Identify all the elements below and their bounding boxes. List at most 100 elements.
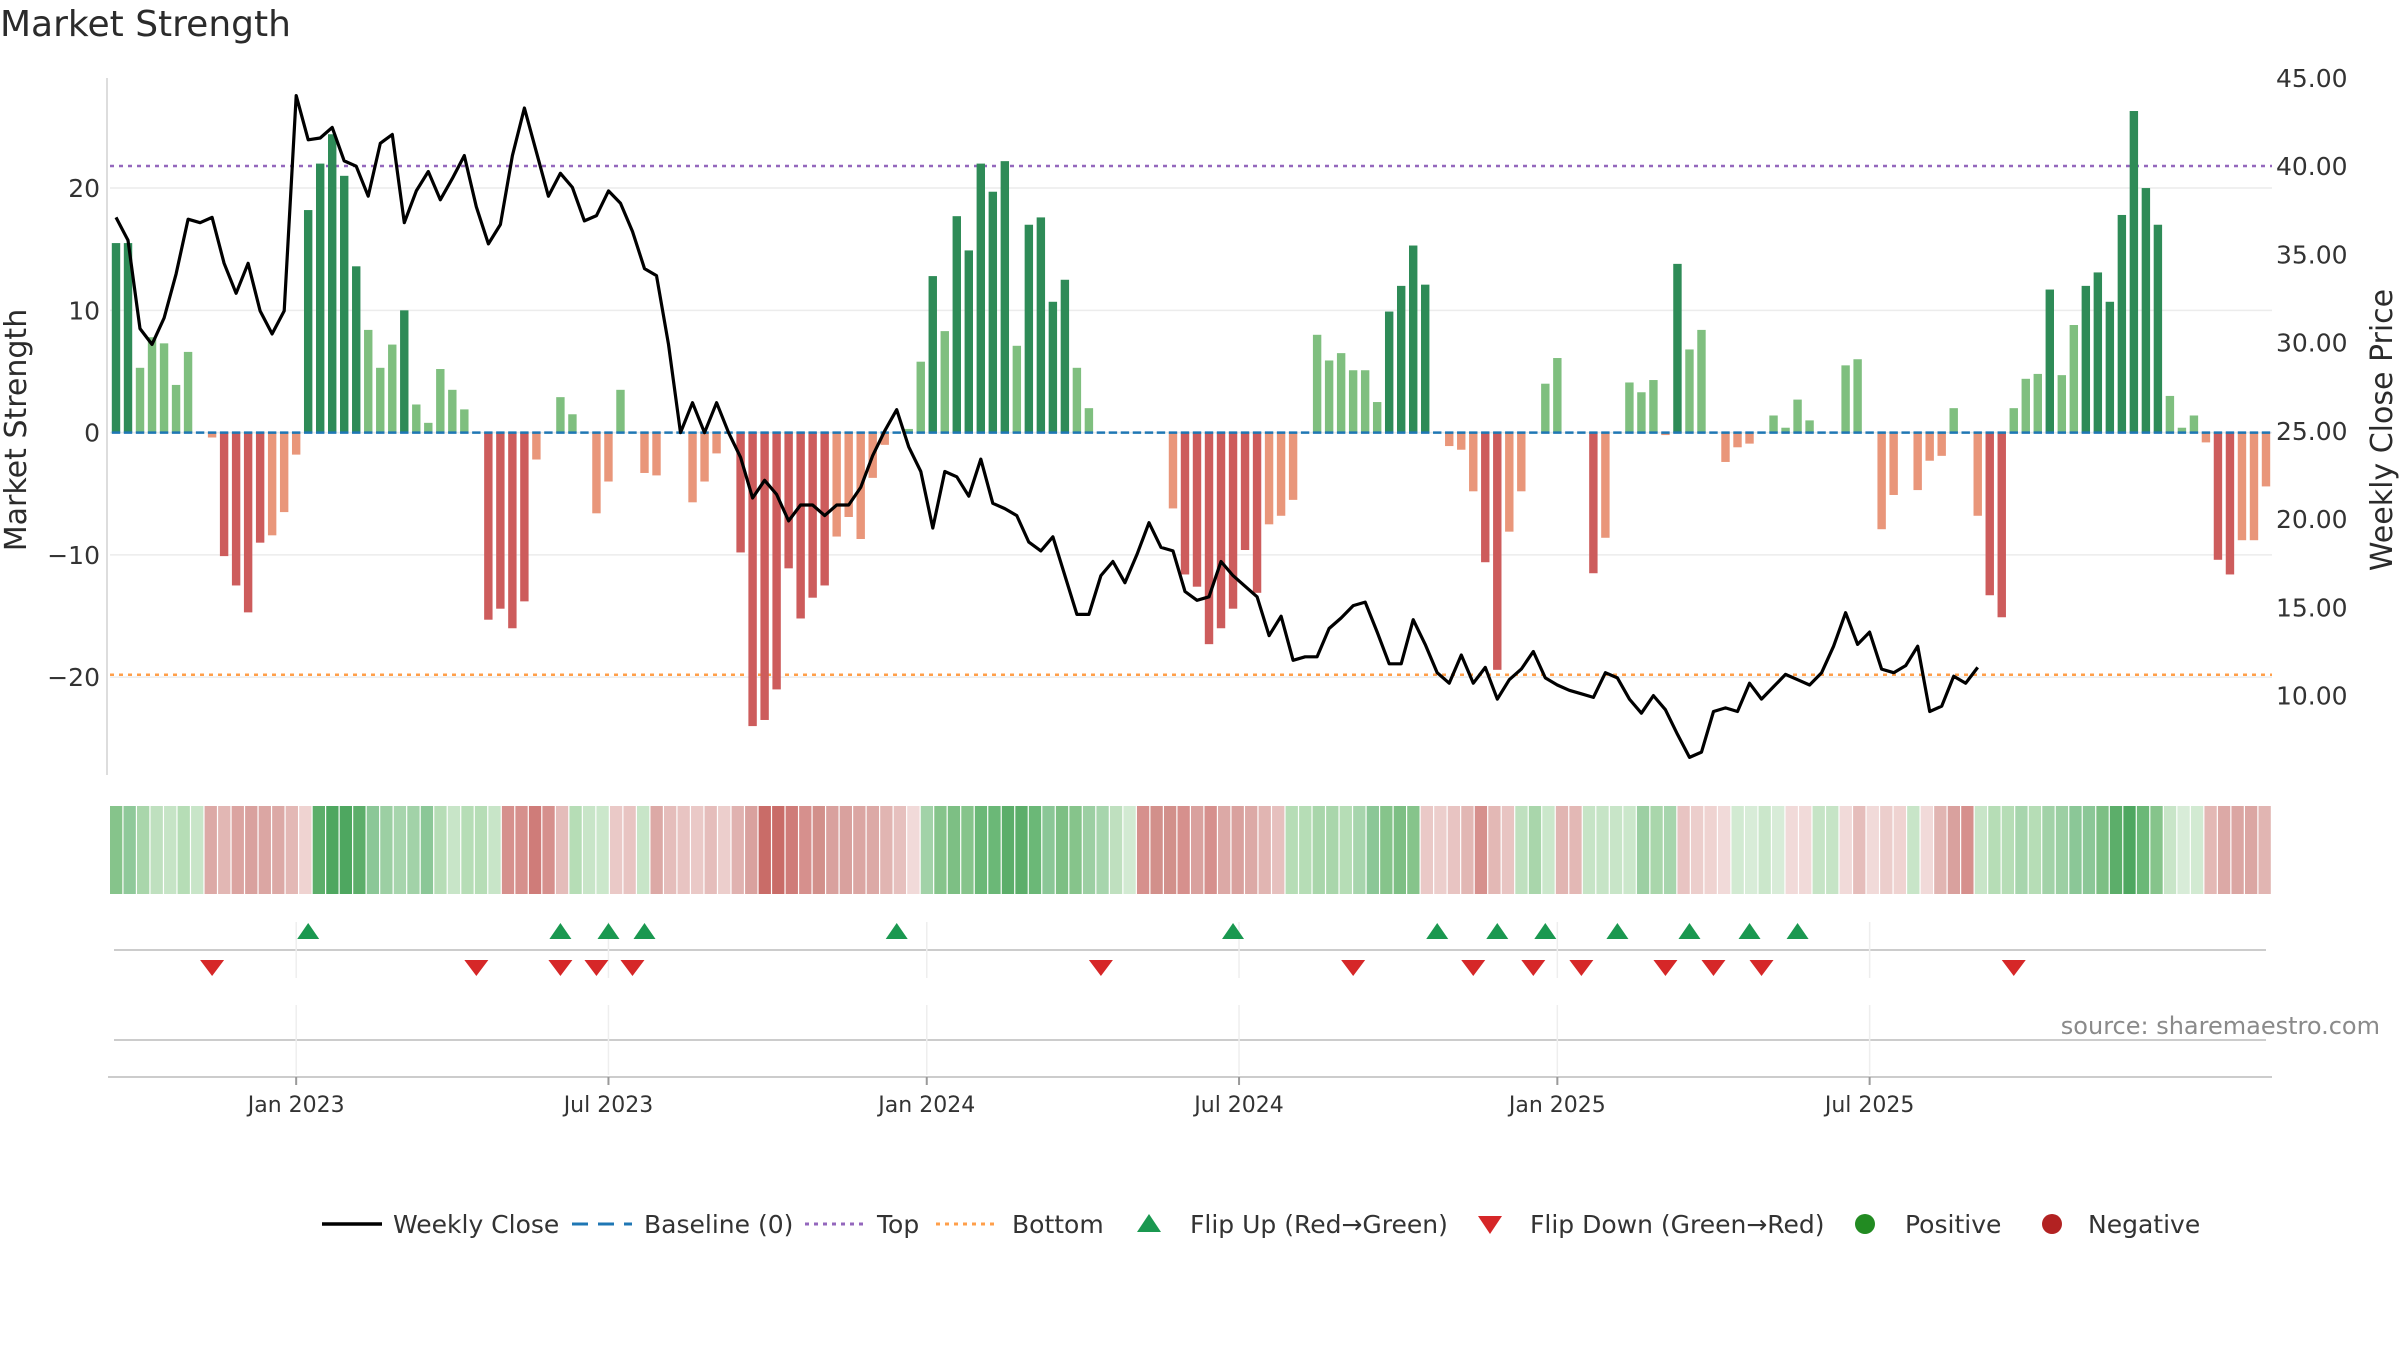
y-left-tick-label: 0 (84, 419, 100, 448)
strip-cell (1339, 806, 1352, 894)
strength-bar (1793, 399, 1802, 433)
strength-bar (267, 432, 277, 536)
strip-cell (1123, 806, 1136, 894)
strength-bar (1553, 358, 1562, 433)
strength-bar (880, 432, 889, 445)
strength-bar (940, 331, 949, 433)
x-tick-label: Jul 2023 (562, 1093, 654, 1118)
strength-bar (183, 351, 193, 433)
strip-cell (123, 806, 136, 894)
strip-cell (1136, 806, 1150, 894)
flip-up-marker (1606, 923, 1629, 939)
strength-bar (2057, 375, 2067, 433)
strength-bar (2261, 432, 2271, 487)
strength-bar (1889, 432, 1898, 495)
strength-bar (315, 163, 325, 433)
strip-cell (1069, 806, 1082, 894)
strength-bar (1024, 224, 1034, 433)
strength-bar (388, 344, 397, 433)
strip-cell (258, 806, 271, 894)
strip-cell (1663, 806, 1677, 894)
flip-down-marker (1653, 960, 1678, 976)
flip-down-marker (548, 960, 573, 976)
x-tick-label: Jan 2024 (876, 1093, 975, 1118)
strip-cell (150, 806, 163, 894)
y-left-tick-label: 20 (68, 174, 100, 203)
strip-cell (596, 806, 609, 894)
strip-cell (1515, 806, 1528, 894)
axes: 20 10 0 −10 −20 45.00 40.00 35.00 30.00 25.00 20.0… (47, 64, 2348, 775)
strip-cell (515, 806, 528, 894)
strength-bar (2081, 285, 2091, 433)
strength-bar (1973, 432, 1982, 516)
strip-cell (1893, 806, 1906, 894)
strength-bar (2225, 432, 2235, 575)
strip-cell (1528, 806, 1542, 894)
strength-bar (1589, 432, 1598, 574)
strength-bar (964, 250, 973, 433)
strip-cell (839, 806, 852, 894)
strength-bar (808, 432, 817, 598)
strength-bar (1180, 432, 1190, 575)
strip-cell (893, 806, 907, 894)
strength-bar (1240, 432, 1250, 551)
strip-cell (353, 806, 366, 894)
strip-cell (1109, 806, 1123, 894)
strength-bar (2201, 432, 2211, 443)
strip-cell (2001, 806, 2015, 894)
strength-bar (1192, 432, 1202, 587)
legend-swatch (1478, 1216, 1502, 1234)
strip-cell (218, 806, 231, 894)
strip-cell (285, 806, 298, 894)
strip-cell (1609, 806, 1623, 894)
strength-bar (688, 432, 697, 503)
strip-cell (1393, 806, 1406, 894)
strength-bar (328, 134, 337, 433)
strength-bar (1781, 427, 1790, 433)
legend-item: Weekly Close (322, 1210, 559, 1239)
strength-bar (760, 432, 769, 720)
strength-bar (1601, 432, 1610, 538)
strength-bar (1913, 432, 1922, 491)
y-axis-right-label: Weekly Close Price (2365, 289, 2400, 571)
strength-bar (159, 343, 169, 433)
legend-item: Top (805, 1210, 919, 1239)
strip-cell (177, 806, 190, 894)
strip-cell (650, 806, 663, 894)
strip-cell (380, 806, 393, 894)
strip-cell (434, 806, 447, 894)
strip-cell (2244, 806, 2258, 894)
strength-bar (1348, 370, 1358, 433)
strip-cell (1191, 806, 1204, 894)
strength-bar (2021, 378, 2030, 433)
strip-cell (407, 806, 420, 894)
strip-cell (461, 806, 474, 894)
strip-cell (1028, 806, 1042, 894)
strength-bar (400, 310, 409, 433)
strip-cell (1880, 806, 1893, 894)
strip-cell (1826, 806, 1839, 894)
strength-bar (1168, 432, 1178, 509)
strength-bar (243, 432, 253, 613)
y-right-tick-label: 30.00 (2276, 329, 2348, 358)
strip-cell (2204, 806, 2217, 894)
flip-down-marker (584, 960, 609, 976)
strength-bar (1697, 329, 1706, 433)
strength-bar (1072, 367, 1082, 433)
strip-cell (1947, 806, 1961, 894)
strip-cell (664, 806, 677, 894)
flip-up-marker (549, 923, 572, 939)
strength-bar (1252, 432, 1262, 593)
chart-title: Market Strength (0, 4, 291, 45)
strip-cell (826, 806, 839, 894)
strip-cell (312, 806, 325, 894)
strip-cell (164, 806, 177, 894)
strength-bar (1445, 432, 1454, 447)
strength-bar (2117, 214, 2127, 433)
strip-cell (528, 806, 542, 894)
strip-cell (110, 806, 123, 894)
strength-bar (448, 389, 457, 433)
reference-lines (110, 164, 2272, 676)
strip-cell (1717, 806, 1731, 894)
